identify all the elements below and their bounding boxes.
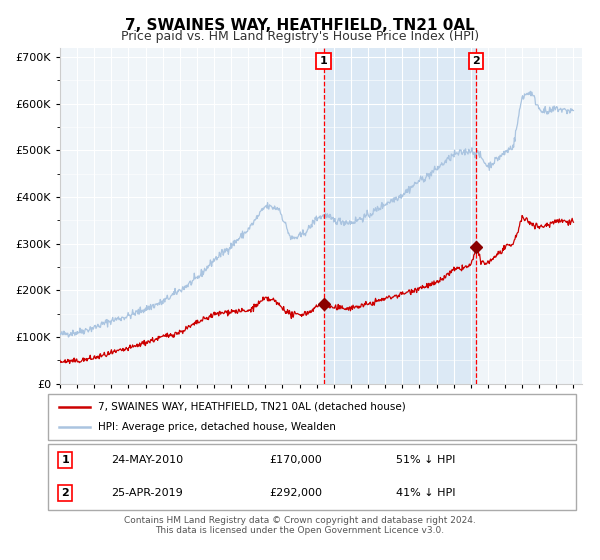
Text: 25-APR-2019: 25-APR-2019 [112, 488, 183, 498]
Text: 1: 1 [320, 56, 328, 66]
Text: 24-MAY-2010: 24-MAY-2010 [112, 455, 184, 465]
FancyBboxPatch shape [48, 444, 576, 510]
Text: 2: 2 [61, 488, 69, 498]
Text: HPI: Average price, detached house, Wealden: HPI: Average price, detached house, Weal… [98, 422, 336, 432]
Text: 1: 1 [61, 455, 69, 465]
Text: 41% ↓ HPI: 41% ↓ HPI [397, 488, 456, 498]
Text: Price paid vs. HM Land Registry's House Price Index (HPI): Price paid vs. HM Land Registry's House … [121, 30, 479, 43]
Text: 7, SWAINES WAY, HEATHFIELD, TN21 0AL (detached house): 7, SWAINES WAY, HEATHFIELD, TN21 0AL (de… [98, 402, 406, 412]
Bar [323, 48, 476, 384]
Text: Contains HM Land Registry data © Crown copyright and database right 2024.: Contains HM Land Registry data © Crown c… [124, 516, 476, 525]
Text: £170,000: £170,000 [270, 455, 323, 465]
Text: 2: 2 [472, 56, 480, 66]
Text: 7, SWAINES WAY, HEATHFIELD, TN21 0AL: 7, SWAINES WAY, HEATHFIELD, TN21 0AL [125, 18, 475, 33]
Text: This data is licensed under the Open Government Licence v3.0.: This data is licensed under the Open Gov… [155, 526, 445, 535]
FancyBboxPatch shape [48, 394, 576, 440]
Text: 51% ↓ HPI: 51% ↓ HPI [397, 455, 456, 465]
Text: £292,000: £292,000 [270, 488, 323, 498]
